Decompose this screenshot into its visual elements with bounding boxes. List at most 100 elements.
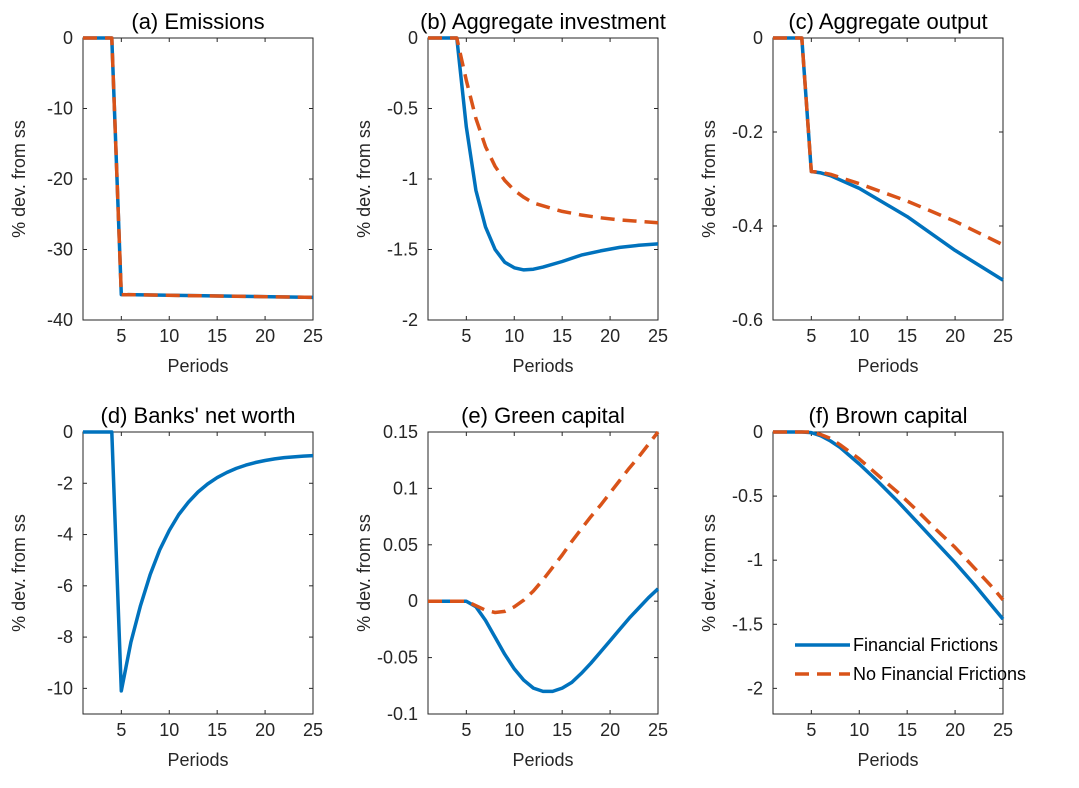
y-tick-label: -0.4 — [732, 216, 763, 236]
x-tick-label: 20 — [945, 720, 965, 740]
plot-frame — [772, 37, 1004, 321]
y-axis-label: % dev. from ss — [9, 120, 29, 238]
x-tick-label: 20 — [600, 326, 620, 346]
y-tick-label: -0.05 — [377, 648, 418, 668]
x-axis-label: Periods — [167, 750, 228, 770]
y-tick-label: -2 — [57, 473, 73, 493]
series-line-no-financial-frictions — [428, 430, 660, 615]
x-tick-label: 5 — [461, 326, 471, 346]
x-axis-label: Periods — [512, 750, 573, 770]
chart-panel-2: 5 10 15 20 25 0 -0.5 -1 -1.5 -2 (b) Aggregate inve… — [354, 9, 668, 376]
y-tick-label: -0.2 — [732, 122, 763, 142]
legend-label: No Financial Frictions — [853, 664, 1026, 684]
y-tick-label: -0.5 — [732, 486, 763, 506]
x-tick-label: 15 — [207, 326, 227, 346]
chart-panel-4: 5 10 15 20 25 0 -2 -4 -6 -8 -10 (d) Banks' net wort… — [9, 403, 323, 770]
y-axis-label: % dev. from ss — [699, 514, 719, 632]
y-axis-label: % dev. from ss — [354, 120, 374, 238]
x-axis-label: Periods — [512, 356, 573, 376]
x-axis-label: Periods — [857, 750, 918, 770]
y-tick-label: -2 — [747, 678, 763, 698]
series-line-financial-frictions — [428, 587, 660, 694]
series-line-no-financial-frictions — [428, 36, 659, 225]
y-tick-label: 0 — [63, 422, 73, 442]
x-tick-label: 25 — [648, 720, 668, 740]
y-tick-label: 0 — [753, 28, 763, 48]
x-tick-label: 25 — [303, 720, 323, 740]
x-tick-label: 20 — [255, 326, 275, 346]
plot-frame — [772, 431, 1004, 715]
series-line-financial-frictions — [428, 36, 659, 272]
y-tick-label: 0.15 — [383, 422, 418, 442]
chart-panel-3: 5 10 15 20 25 0 -0.2 -0.4 -0.6 (c) Aggregate outp… — [699, 9, 1013, 376]
panel-title: (e) Green capital — [461, 403, 625, 428]
series-line-no-financial-frictions — [773, 36, 1004, 247]
panel-title: (f) Brown capital — [809, 403, 968, 428]
y-axis-label: % dev. from ss — [354, 514, 374, 632]
y-tick-label: -1.5 — [732, 614, 763, 634]
x-tick-label: 25 — [993, 326, 1013, 346]
y-tick-label: 0 — [753, 422, 763, 442]
x-tick-label: 25 — [303, 326, 323, 346]
x-tick-label: 5 — [806, 720, 816, 740]
y-tick-label: -20 — [47, 169, 73, 189]
y-tick-label: 0.05 — [383, 535, 418, 555]
x-tick-label: 10 — [504, 720, 524, 740]
series-line-financial-frictions — [83, 430, 314, 693]
plot-frame — [427, 431, 659, 715]
chart-panel-1: 5 10 15 20 25 0 -10 -20 -30 -40 (a) Emissions Perio… — [9, 9, 323, 376]
x-tick-label: 15 — [207, 720, 227, 740]
x-axis-label: Periods — [167, 356, 228, 376]
x-axis-label: Periods — [857, 356, 918, 376]
x-tick-label: 20 — [945, 326, 965, 346]
x-tick-label: 15 — [552, 720, 572, 740]
series-line-financial-frictions — [773, 430, 1005, 621]
x-tick-label: 10 — [159, 720, 179, 740]
y-axis-label: % dev. from ss — [9, 514, 29, 632]
x-tick-label: 10 — [849, 720, 869, 740]
x-tick-label: 15 — [897, 326, 917, 346]
y-tick-label: -8 — [57, 627, 73, 647]
y-tick-label: -30 — [47, 240, 73, 260]
panel-title: (d) Banks' net worth — [101, 403, 296, 428]
y-axis-label: % dev. from ss — [699, 120, 719, 238]
chart-panel-5: 5 10 15 20 25 0.15 0.1 0.05 0 -0.05 -0.1 (e) Green … — [354, 403, 668, 770]
y-tick-label: 0.1 — [393, 478, 418, 498]
y-tick-label: 0 — [63, 28, 73, 48]
series-line-no-financial-frictions — [773, 430, 1005, 602]
y-tick-label: -40 — [47, 310, 73, 330]
x-tick-label: 20 — [255, 720, 275, 740]
x-tick-label: 10 — [504, 326, 524, 346]
x-tick-label: 5 — [116, 326, 126, 346]
x-tick-label: 20 — [600, 720, 620, 740]
y-tick-label: -0.1 — [387, 704, 418, 724]
legend-label: Financial Frictions — [853, 635, 998, 655]
x-tick-label: 25 — [993, 720, 1013, 740]
y-tick-label: -0.5 — [387, 99, 418, 119]
panel-title: (c) Aggregate output — [788, 9, 987, 34]
y-tick-label: -2 — [402, 310, 418, 330]
panel-title: (b) Aggregate investment — [420, 9, 666, 34]
x-tick-label: 5 — [806, 326, 816, 346]
series-line-financial-frictions — [773, 36, 1004, 282]
x-tick-label: 5 — [116, 720, 126, 740]
x-tick-label: 10 — [849, 326, 869, 346]
y-tick-label: -6 — [57, 576, 73, 596]
y-tick-label: -10 — [47, 678, 73, 698]
x-tick-label: 10 — [159, 326, 179, 346]
x-tick-label: 15 — [552, 326, 572, 346]
y-tick-label: 0 — [408, 591, 418, 611]
x-tick-label: 5 — [461, 720, 471, 740]
x-tick-label: 15 — [897, 720, 917, 740]
y-tick-label: -1 — [402, 169, 418, 189]
y-tick-label: -1.5 — [387, 240, 418, 260]
y-tick-label: -0.6 — [732, 310, 763, 330]
y-tick-label: -4 — [57, 525, 73, 545]
y-tick-label: -10 — [47, 99, 73, 119]
plot-frame — [82, 431, 314, 715]
chart-panel-6: 5 10 15 20 25 0 -0.5 -1 -1.5 -2 (f) Brown capital P… — [699, 403, 1026, 770]
y-tick-label: 0 — [408, 28, 418, 48]
y-tick-label: -1 — [747, 550, 763, 570]
series-line-no-financial-frictions — [83, 36, 314, 300]
